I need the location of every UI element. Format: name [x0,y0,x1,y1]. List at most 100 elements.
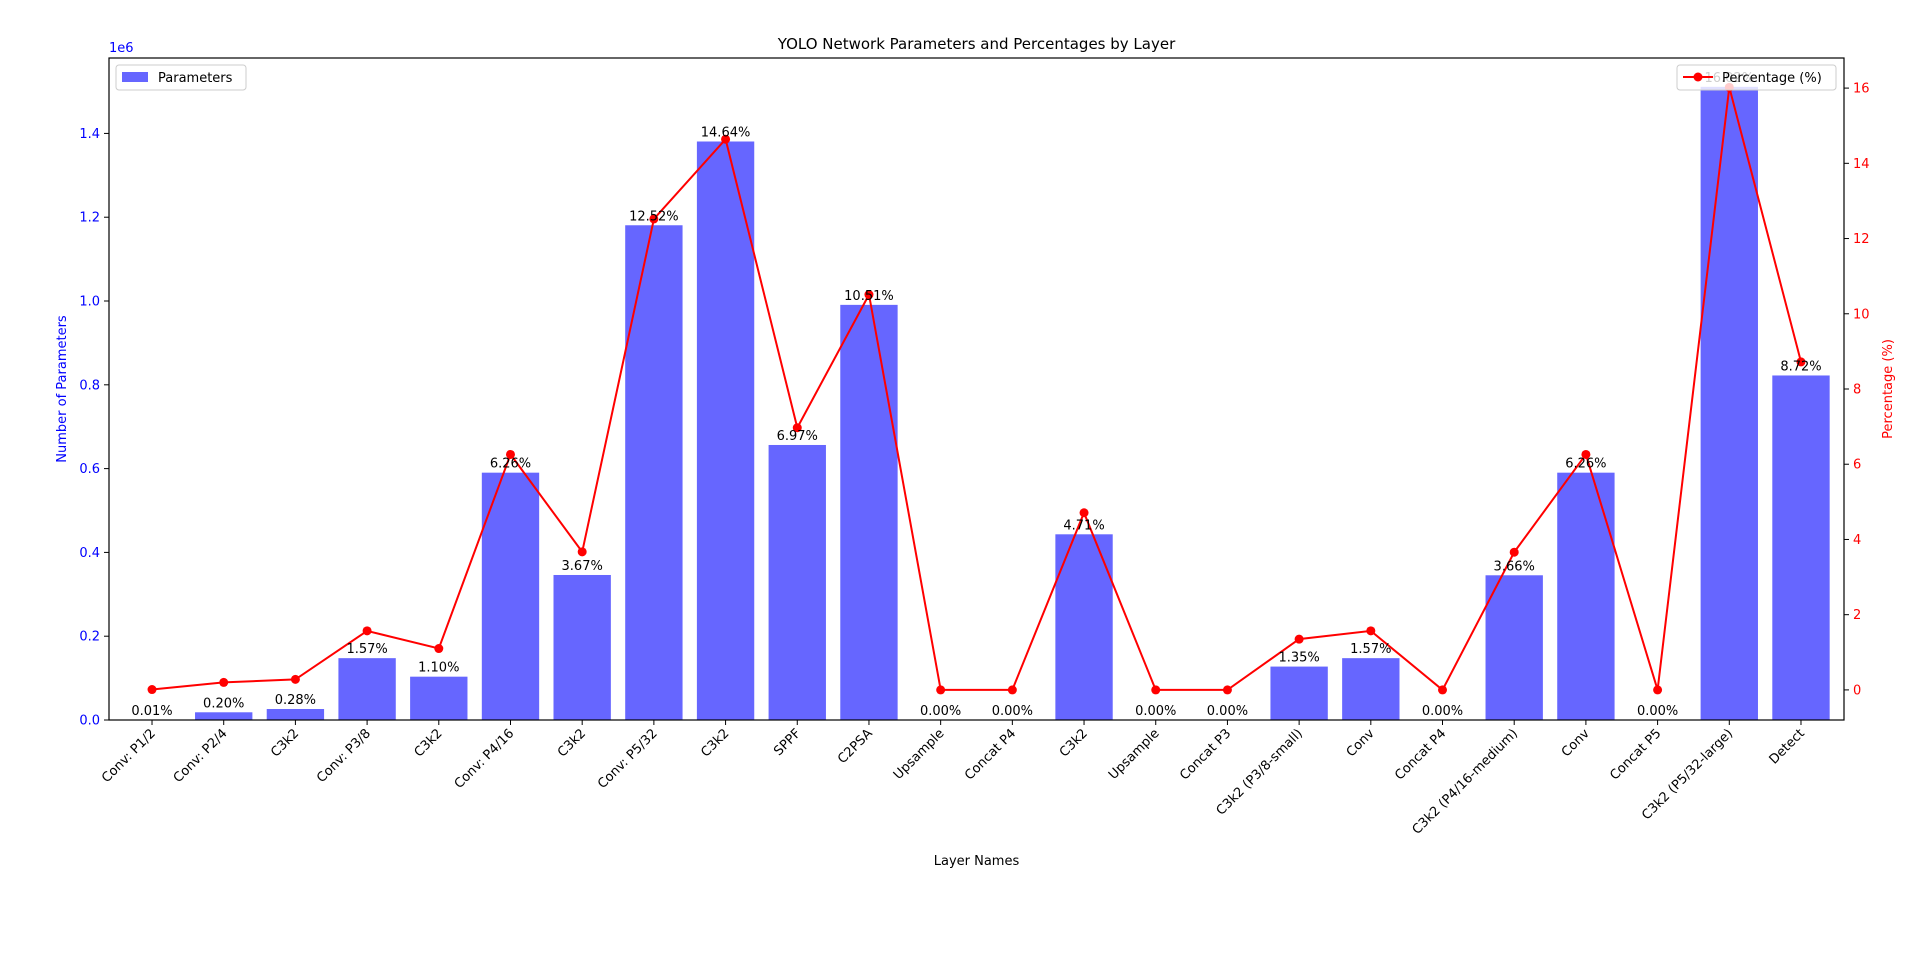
data-label-group: 0.01% 0.20% 0.28% 1.57% 1.10% 6.26% 3.67% 12.52… [131,71,1821,719]
legend-parameters: Parameters [115,64,247,91]
percentage-marker [1366,626,1376,636]
y-left-tick-label: 0.4 [79,546,100,561]
y-left-tick-label: 1.0 [79,295,100,310]
percentage-marker [936,685,946,695]
x-tick-label: C3k2 [1057,726,1091,760]
legend-box [115,64,247,91]
percentage-marker [649,214,659,224]
y-left-axis-ticks: 0.0 0.2 0.4 0.6 0.8 1.0 1.2 1.4 [79,127,109,729]
percentage-marker [1151,685,1161,695]
percentage-marker [577,547,587,557]
legend-swatch-marker [1693,72,1703,82]
x-tick-label: Detect [1767,726,1808,767]
y-right-axis-label: Percentage (%) [1881,339,1896,439]
bar [195,712,253,720]
y-right-tick-label: 12 [1853,232,1870,247]
data-label: 3.67% [562,559,603,574]
percentage-marker [219,677,229,687]
data-label: 0.00% [1637,704,1678,719]
chart-title: YOLO Network Parameters and Percentages … [777,35,1176,53]
percentage-marker [1294,634,1304,644]
x-tick-label: Conv: P3/8 [314,726,374,786]
y-right-tick-label: 10 [1853,307,1870,322]
data-label: 1.57% [346,642,387,657]
x-tick-label: Conv: P4/16 [452,726,518,792]
x-tick-label: Concat P4 [1392,726,1449,783]
y-left-multiplier: 1e6 [109,41,134,56]
percentage-marker [1007,685,1017,695]
percentage-marker [792,423,802,433]
data-label: 1.35% [1278,651,1319,666]
legend-box [1676,64,1837,91]
percentage-marker [1079,508,1089,518]
bar [553,574,611,720]
y-right-tick-label: 8 [1853,383,1861,398]
legend-label-parameters: Parameters [158,71,233,86]
bar [1700,86,1758,720]
percentage-marker [721,134,731,144]
data-label: 6.26% [1565,457,1606,472]
percentage-marker [147,685,157,695]
x-axis-ticks: Conv: P1/2 Conv: P2/4 C3k2 Conv: P3/8 C3k2 Co… [99,720,1808,838]
x-tick-label: C3k2 [698,726,732,760]
x-axis-label: Layer Names [934,854,1020,869]
y-left-tick-label: 0.0 [79,714,100,729]
y-right-tick-label: 6 [1853,458,1861,473]
x-tick-label: Conv [1344,726,1378,760]
y-left-tick-label: 0.6 [79,462,100,477]
data-label: 0.00% [1422,704,1463,719]
y-right-tick-label: 2 [1853,608,1861,623]
bar [625,225,683,720]
data-label: 6.97% [777,429,818,444]
data-label: 0.00% [1135,704,1176,719]
y-right-tick-label: 4 [1853,533,1861,548]
percentage-marker [1509,547,1519,557]
percentage-marker [434,644,444,654]
bar [1772,375,1830,720]
percentage-marker [1581,449,1591,459]
data-label: 1.10% [418,661,459,676]
y-right-tick-label: 14 [1853,157,1870,172]
x-tick-label: Upsample [891,726,948,783]
bar [696,141,755,721]
x-tick-label: C3k2 [412,726,446,760]
y-left-tick-label: 0.8 [79,378,100,393]
legend-percentage: Percentage (%) [1676,64,1837,91]
data-label: 0.00% [992,704,1033,719]
data-label: 14.64% [701,126,751,141]
y-left-tick-label: 1.4 [79,127,100,142]
legend-label-percentage: Percentage (%) [1722,71,1822,86]
y-left-axis-label: Number of Parameters [55,315,70,463]
bar-group [123,86,1830,721]
data-label: 0.01% [131,704,172,719]
x-tick-label: Conv [1559,726,1593,760]
bar [1270,666,1328,720]
x-tick-label: Conv: P1/2 [99,726,159,786]
percentage-line [151,87,1802,692]
bar [840,304,898,720]
percentage-marker [864,290,874,300]
percentage-marker [1796,357,1806,367]
bar [338,658,396,720]
percentage-marker [1653,685,1663,695]
bar [410,676,468,720]
data-label: 4.71% [1063,518,1104,533]
y-right-axis-ticks: 0 2 4 6 8 10 12 14 16 [1844,82,1870,698]
data-label: 0.00% [1207,704,1248,719]
bar [1485,575,1543,720]
bar [1342,658,1400,720]
bar [768,444,826,720]
x-tick-label: Concat P4 [962,726,1019,783]
data-label: 0.28% [275,693,316,708]
x-tick-label: Concat P5 [1607,726,1664,783]
y-right-tick-label: 0 [1853,683,1861,698]
x-tick-label: Concat P3 [1177,726,1234,783]
data-label: 0.20% [203,696,244,711]
data-label: 1.57% [1350,642,1391,657]
percentage-marker [290,674,300,684]
bar [481,472,540,720]
x-tick-label: C2PSA [835,726,876,767]
data-label: 12.52% [629,209,679,224]
data-label: 0.00% [920,704,961,719]
